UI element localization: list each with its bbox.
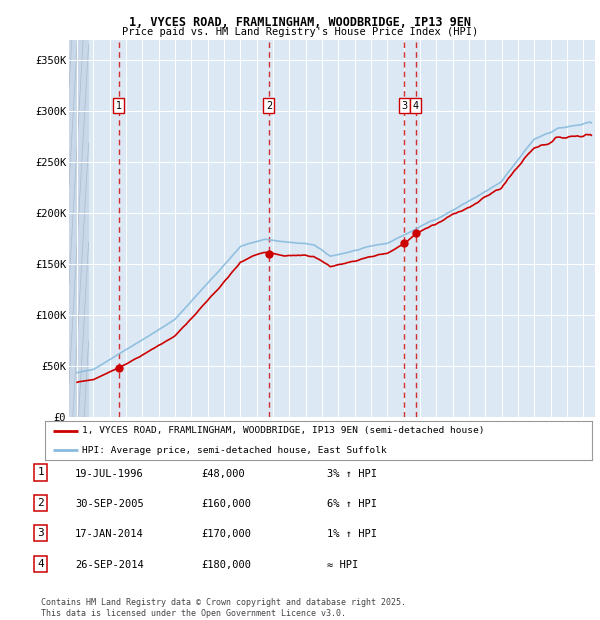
Text: HPI: Average price, semi-detached house, East Suffolk: HPI: Average price, semi-detached house,… bbox=[82, 446, 387, 455]
Text: 26-SEP-2014: 26-SEP-2014 bbox=[75, 560, 144, 570]
Text: 3% ↑ HPI: 3% ↑ HPI bbox=[327, 469, 377, 479]
Text: 4: 4 bbox=[37, 559, 44, 569]
Text: 1: 1 bbox=[116, 101, 122, 111]
Text: ≈ HPI: ≈ HPI bbox=[327, 560, 358, 570]
Text: 1% ↑ HPI: 1% ↑ HPI bbox=[327, 529, 377, 539]
Text: Price paid vs. HM Land Registry's House Price Index (HPI): Price paid vs. HM Land Registry's House … bbox=[122, 27, 478, 37]
Text: £170,000: £170,000 bbox=[201, 529, 251, 539]
Text: 19-JUL-1996: 19-JUL-1996 bbox=[75, 469, 144, 479]
Text: £180,000: £180,000 bbox=[201, 560, 251, 570]
Text: 1, VYCES ROAD, FRAMLINGHAM, WOODBRIDGE, IP13 9EN: 1, VYCES ROAD, FRAMLINGHAM, WOODBRIDGE, … bbox=[129, 16, 471, 29]
Text: £160,000: £160,000 bbox=[201, 499, 251, 509]
Text: £48,000: £48,000 bbox=[201, 469, 245, 479]
Text: 2: 2 bbox=[266, 101, 272, 111]
Text: 30-SEP-2005: 30-SEP-2005 bbox=[75, 499, 144, 509]
Text: 3: 3 bbox=[401, 101, 407, 111]
Bar bbox=[69, 40, 89, 417]
Text: Contains HM Land Registry data © Crown copyright and database right 2025.
This d: Contains HM Land Registry data © Crown c… bbox=[41, 598, 406, 618]
Text: 2: 2 bbox=[37, 498, 44, 508]
Text: 6% ↑ HPI: 6% ↑ HPI bbox=[327, 499, 377, 509]
Text: 1: 1 bbox=[37, 467, 44, 477]
Text: 1, VYCES ROAD, FRAMLINGHAM, WOODBRIDGE, IP13 9EN (semi-detached house): 1, VYCES ROAD, FRAMLINGHAM, WOODBRIDGE, … bbox=[82, 426, 485, 435]
Text: 4: 4 bbox=[413, 101, 419, 111]
Text: 3: 3 bbox=[37, 528, 44, 538]
Text: 17-JAN-2014: 17-JAN-2014 bbox=[75, 529, 144, 539]
